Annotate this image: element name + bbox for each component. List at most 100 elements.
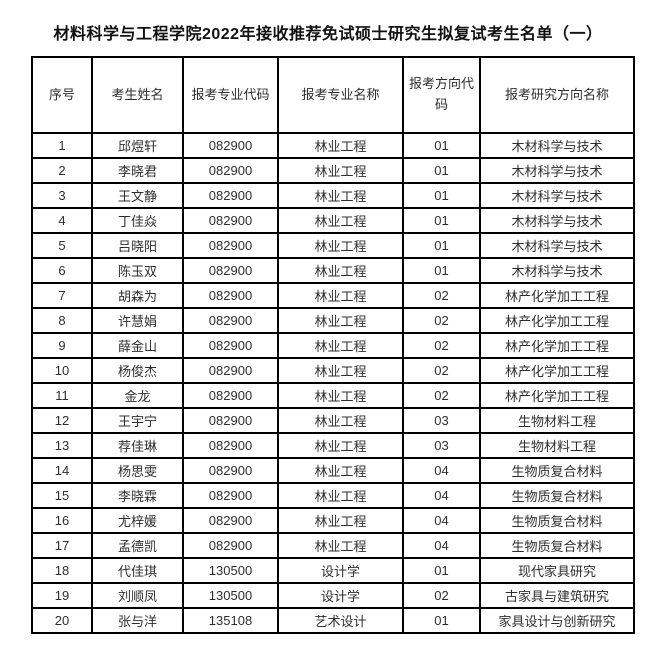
table-cell: 01: [402, 132, 481, 159]
table-cell: 082900: [182, 282, 279, 309]
table-row: 6 陈玉双 082900 林业工程 01 木材科学与技术: [31, 257, 635, 284]
table-cell: 02: [402, 357, 481, 384]
table-cell: 130500: [182, 582, 279, 609]
table-row: 5 吕晓阳 082900 林业工程 01 木材科学与技术: [31, 232, 635, 259]
table-cell: 6: [31, 257, 93, 284]
column-header: 报考方向代码: [402, 56, 481, 134]
table-cell: 尤梓媛: [91, 507, 184, 534]
table-cell: 135108: [182, 607, 279, 634]
table-cell: 15: [31, 482, 93, 509]
table-row: 16 尤梓媛 082900 林业工程 04 生物质复合材料: [31, 507, 635, 534]
page-title: 材料科学与工程学院2022年接收推荐免试硕士研究生拟复试考生名单（一）: [53, 26, 603, 43]
table-cell: 02: [402, 382, 481, 409]
table-cell: 林业工程: [277, 457, 404, 484]
table-cell: 19: [31, 582, 93, 609]
table-cell: 01: [402, 232, 481, 259]
table-cell: 082900: [182, 382, 279, 409]
table-cell: 林业工程: [277, 257, 404, 284]
table-cell: 2: [31, 157, 93, 184]
table-cell: 林业工程: [277, 482, 404, 509]
table-cell: 林业工程: [277, 232, 404, 259]
table-cell: 林产化学加工工程: [479, 382, 635, 409]
table-cell: 设计学: [277, 557, 404, 584]
table-cell: 02: [402, 582, 481, 609]
table-cell: 林业工程: [277, 532, 404, 559]
table-cell: 13: [31, 432, 93, 459]
table-row: 1 邱煜轩 082900 林业工程 01 木材科学与技术: [31, 132, 635, 159]
table-row: 17 孟德凯 082900 林业工程 04 生物质复合材料: [31, 532, 635, 559]
table-cell: 薛金山: [91, 332, 184, 359]
table-cell: 生物质复合材料: [479, 482, 635, 509]
column-header: 序号: [31, 56, 93, 134]
table-cell: 03: [402, 432, 481, 459]
table-cell: 082900: [182, 157, 279, 184]
table-cell: 082900: [182, 307, 279, 334]
table-cell: 代佳琪: [91, 557, 184, 584]
table-cell: 20: [31, 607, 93, 634]
table-cell: 082900: [182, 332, 279, 359]
table-body: 1 邱煜轩 082900 林业工程 01 木材科学与技术 2 李晓君 082900 林业工程 01 木…: [31, 132, 635, 634]
table-cell: 03: [402, 407, 481, 434]
table-cell: 王宇宁: [91, 407, 184, 434]
table-cell: 木材科学与技术: [479, 207, 635, 234]
table-cell: 082900: [182, 432, 279, 459]
table-cell: 林业工程: [277, 282, 404, 309]
table-cell: 11: [31, 382, 93, 409]
table-cell: 082900: [182, 207, 279, 234]
table-cell: 木材科学与技术: [479, 157, 635, 184]
table-cell: 14: [31, 457, 93, 484]
table-cell: 12: [31, 407, 93, 434]
table-row: 4 丁佳焱 082900 林业工程 01 木材科学与技术: [31, 207, 635, 234]
table-cell: 1: [31, 132, 93, 159]
table-cell: 林业工程: [277, 207, 404, 234]
table-cell: 林业工程: [277, 332, 404, 359]
table-cell: 吕晓阳: [91, 232, 184, 259]
table-row: 3 王文静 082900 林业工程 01 木材科学与技术: [31, 182, 635, 209]
table-cell: 生物质复合材料: [479, 532, 635, 559]
table-cell: 04: [402, 507, 481, 534]
table-cell: 082900: [182, 257, 279, 284]
table-cell: 家具设计与创新研究: [479, 607, 635, 634]
table-cell: 林业工程: [277, 432, 404, 459]
table-cell: 16: [31, 507, 93, 534]
table-cell: 04: [402, 532, 481, 559]
table-cell: 8: [31, 307, 93, 334]
table-cell: 生物质复合材料: [479, 457, 635, 484]
table-cell: 林业工程: [277, 507, 404, 534]
candidates-table: 序号 考生姓名 报考专业代码 报考专业名称 报考方向代码 报考研究方向名称 1 邱煜轩 082…: [31, 56, 635, 634]
table-cell: 林产化学加工工程: [479, 282, 635, 309]
table-row: 8 许慧娟 082900 林业工程 02 林产化学加工工程: [31, 307, 635, 334]
table-cell: 木材科学与技术: [479, 182, 635, 209]
table-cell: 刘顺凤: [91, 582, 184, 609]
table-cell: 082900: [182, 507, 279, 534]
table-cell: 01: [402, 207, 481, 234]
table-cell: 木材科学与技术: [479, 232, 635, 259]
table-cell: 04: [402, 482, 481, 509]
table-cell: 01: [402, 257, 481, 284]
column-header: 报考研究方向名称: [479, 56, 635, 134]
table-cell: 5: [31, 232, 93, 259]
table-cell: 林业工程: [277, 307, 404, 334]
table-cell: 现代家具研究: [479, 557, 635, 584]
table-row: 18 代佳琪 130500 设计学 01 现代家具研究: [31, 557, 635, 584]
table-row: 7 胡森为 082900 林业工程 02 林产化学加工工程: [31, 282, 635, 309]
table-cell: 张与洋: [91, 607, 184, 634]
table-cell: 陈玉双: [91, 257, 184, 284]
table-cell: 林产化学加工工程: [479, 307, 635, 334]
table-cell: 082900: [182, 532, 279, 559]
table-row: 11 金龙 082900 林业工程 02 林产化学加工工程: [31, 382, 635, 409]
table-row: 9 薛金山 082900 林业工程 02 林产化学加工工程: [31, 332, 635, 359]
table-cell: 杨思雯: [91, 457, 184, 484]
table-cell: 9: [31, 332, 93, 359]
table-cell: 3: [31, 182, 93, 209]
table-cell: 王文静: [91, 182, 184, 209]
table-cell: 杨俊杰: [91, 357, 184, 384]
table-row: 14 杨思雯 082900 林业工程 04 生物质复合材料: [31, 457, 635, 484]
table-cell: 082900: [182, 407, 279, 434]
table-cell: 李晓霖: [91, 482, 184, 509]
table-cell: 7: [31, 282, 93, 309]
table-cell: 01: [402, 557, 481, 584]
table-cell: 生物质复合材料: [479, 507, 635, 534]
table-cell: 18: [31, 557, 93, 584]
